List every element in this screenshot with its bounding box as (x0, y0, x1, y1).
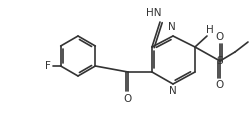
Text: S: S (216, 56, 223, 66)
Text: N: N (168, 22, 175, 32)
Text: O: O (215, 80, 223, 90)
Text: O: O (215, 32, 223, 42)
Text: H: H (205, 25, 213, 35)
Text: HN: HN (146, 8, 161, 18)
Text: F: F (45, 61, 50, 71)
Text: O: O (123, 94, 132, 104)
Text: N: N (168, 86, 176, 96)
